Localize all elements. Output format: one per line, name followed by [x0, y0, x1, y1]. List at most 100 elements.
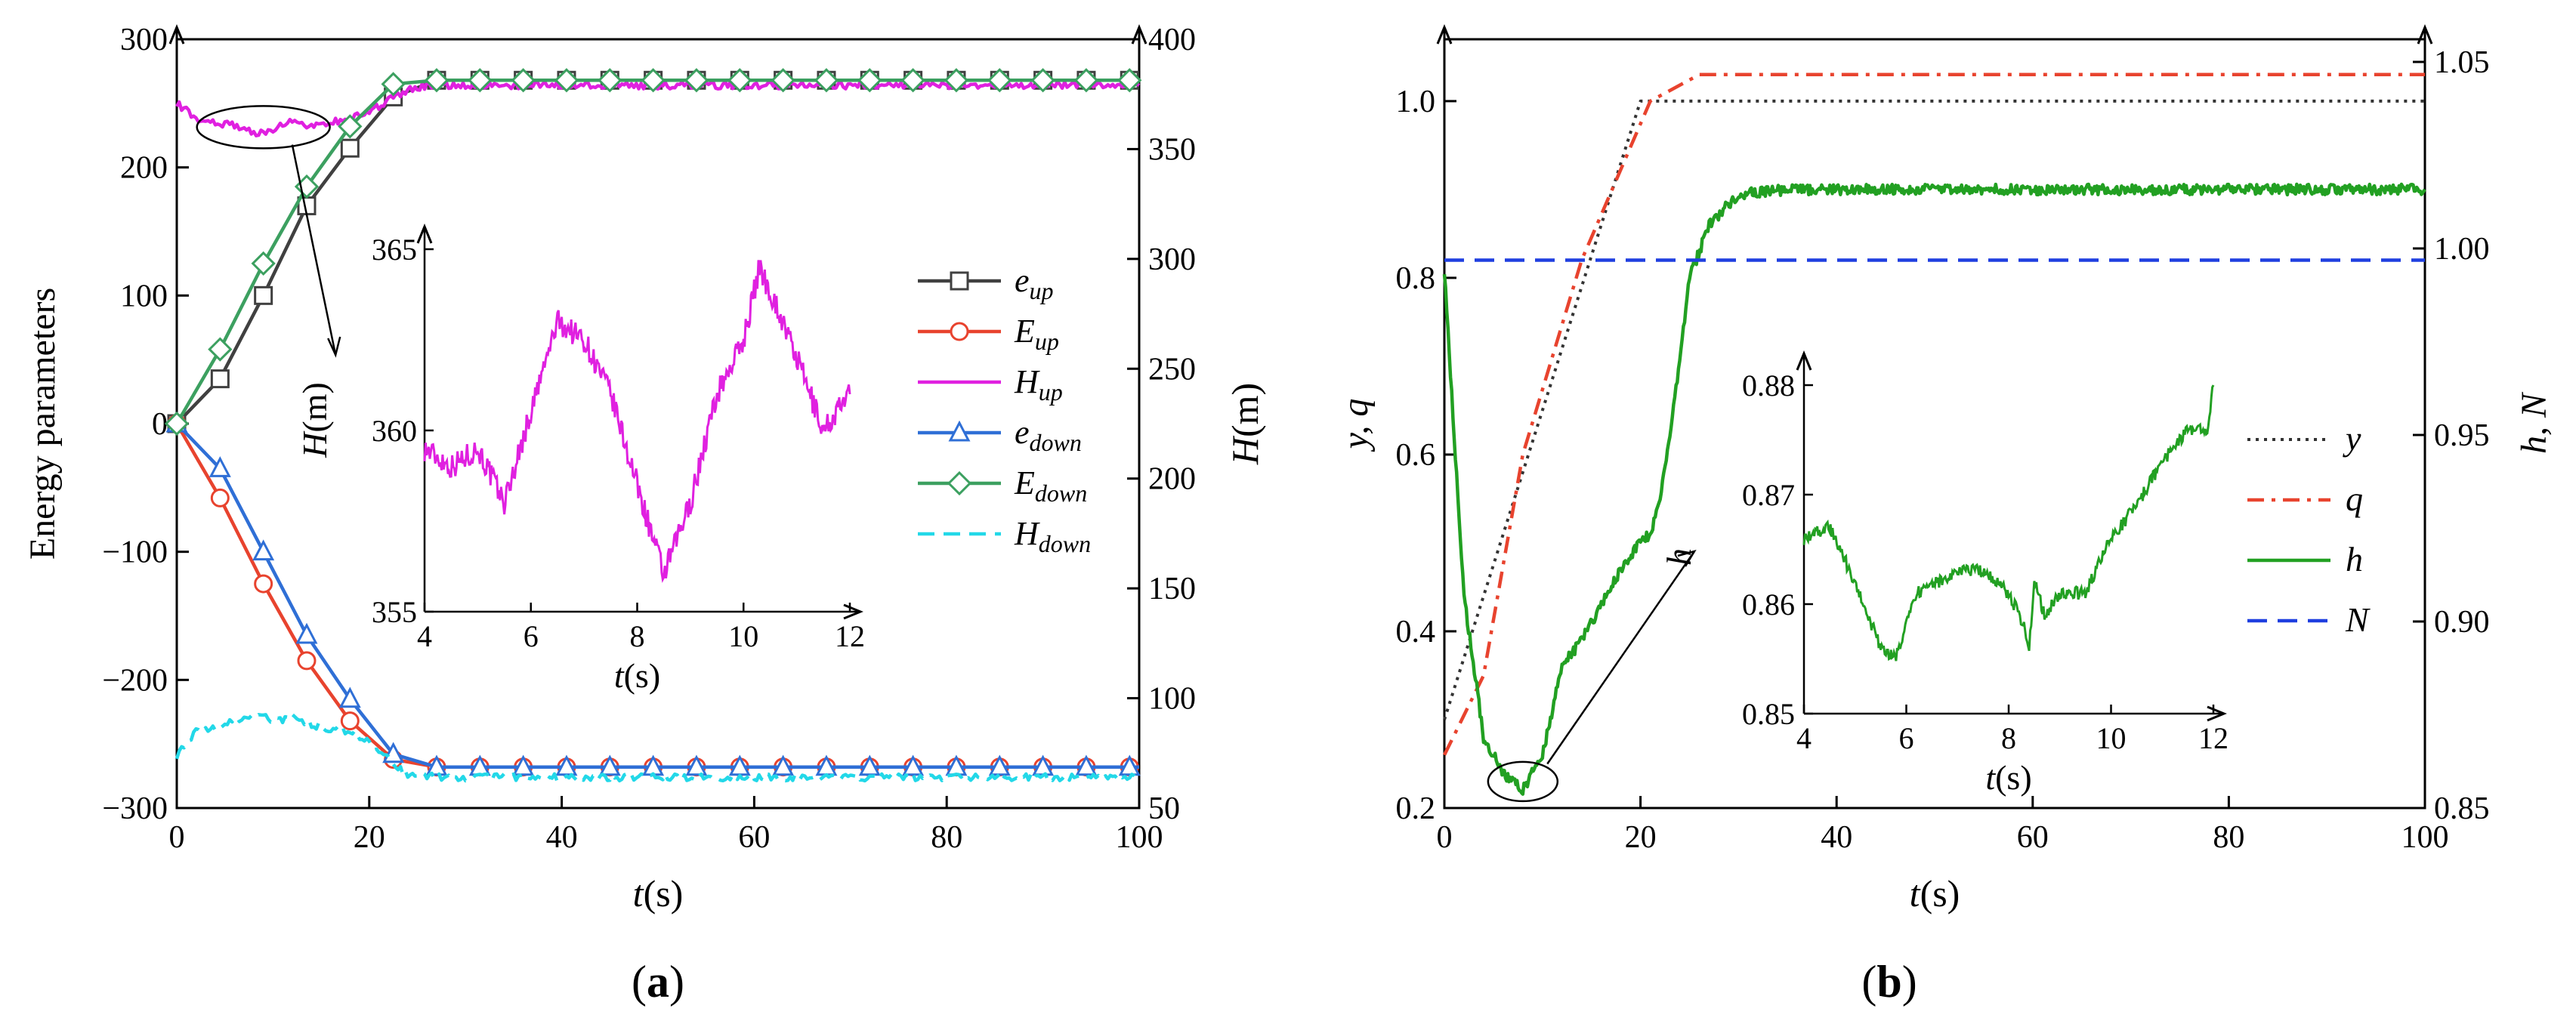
panel-a-y-right-tick-label: 50: [1148, 791, 1180, 826]
panel-a-legend: eup Eup Hup edown Edown Hdown: [918, 262, 1091, 557]
panel-b: 0 20 40 60 80 100 0.2 0.4 0.6 0.8 1.0 0.85 0.90 0.95 1…: [1336, 24, 2554, 1007]
series-point-e_down: [425, 754, 448, 776]
series-point-E_down: [900, 68, 925, 93]
panel-a-inset-x-tick-label: 12: [835, 619, 865, 653]
legend-marker-e_down: [948, 420, 971, 442]
panel-b-zoom-arrow: [1546, 551, 1696, 765]
panel-a-y-left-tick-label: 0: [152, 407, 168, 442]
legend-label-e_up: eup: [1015, 262, 1054, 304]
panel-a-axes: 0 20 40 60 80 100−300−200−1000100200300501001…: [102, 23, 1196, 855]
legend-label-e_down: edown: [1015, 414, 1082, 456]
panel-b-inset-x-tick-label: 10: [2096, 721, 2127, 755]
panel-a-x-tick-label: 60: [738, 820, 770, 855]
panel-a-y-right-tick-label: 300: [1148, 242, 1196, 277]
panel-a-inset-line: [423, 260, 851, 584]
panel-a: 0 20 40 60 80 100−300−200−1000100200300501001…: [23, 23, 1266, 1007]
series-point-E_down: [164, 411, 190, 436]
panel-b-y-axis-right-label: h, N: [2514, 391, 2554, 454]
series-point-E_down: [468, 68, 493, 93]
panel-a-y-left-tick-label: 200: [120, 151, 168, 186]
series-point-E_down: [727, 68, 752, 93]
series-point-e_down: [512, 754, 535, 776]
series-point-e_down: [208, 456, 231, 477]
series-point-E_down: [598, 68, 622, 93]
panel-a-inset-y-tick-label: 365: [372, 233, 417, 267]
panel-b-y-left-tick-label: 1.0: [1396, 85, 1436, 119]
panel-b-x-tick-label: 100: [2401, 820, 2449, 855]
panel-a-zoom-ellipse: [196, 105, 331, 150]
panel-b-zoom-arrowhead: [1677, 549, 1697, 567]
panel-a-y-right-tick-label: 250: [1148, 352, 1196, 387]
panel-b-inset-background: [1804, 355, 2213, 714]
panel-a-y-right-tick-label: 200: [1148, 462, 1196, 497]
legend-label-H_up: Hup: [1014, 363, 1063, 406]
panel-b-inset-x-tick-label: 6: [1899, 721, 1914, 755]
panel-a-x-tick-label: 80: [931, 820, 962, 855]
panel-b-inset-x-label: t(s): [1985, 758, 2031, 797]
panel-b-y-right-tick-label: 0.85: [2434, 791, 2490, 826]
series-point-e_down: [685, 754, 708, 776]
panel-a-y-left-tick-label: 300: [120, 23, 168, 57]
series-line-H_up: [175, 80, 1141, 137]
panel-b-x-tick-label: 80: [2213, 820, 2244, 855]
legend-label-E_up: Eup: [1014, 313, 1059, 355]
legend-label-H_down: Hdown: [1014, 515, 1091, 557]
panel-a-y-right-tick-label: 400: [1148, 23, 1196, 57]
series-point-e_down: [1118, 754, 1141, 776]
panel-a-label: (a): [632, 957, 684, 1007]
legend-label-q: q: [2346, 480, 2363, 518]
panel-a-inset-background: [425, 228, 850, 612]
legend-label-E_down: Edown: [1014, 464, 1087, 507]
panel-a-series: [164, 68, 1142, 783]
panel-b-series: [1442, 72, 2426, 803]
series-point-E_down: [987, 68, 1012, 93]
series-point-e_down: [252, 539, 275, 561]
panel-a-x-axis-label: t(s): [633, 872, 684, 915]
panel-b-x-tick-label: 60: [2017, 820, 2049, 855]
series-line-y: [1443, 99, 2425, 720]
panel-b-y-left-tick-label: 0.6: [1396, 438, 1436, 473]
panel-a-x-tick-label: 20: [354, 820, 385, 855]
panel-a-y-right-tick-label: 100: [1148, 682, 1196, 717]
series-point-E_down: [1030, 68, 1055, 93]
series-point-E_up: [297, 651, 317, 671]
panel-b-inset-y-label: h: [1660, 548, 1698, 566]
panel-a-y-left-tick-label: −200: [102, 663, 168, 698]
legend-label-N: N: [2345, 600, 2371, 639]
panel-b-inset-line: [1802, 384, 2215, 662]
panel-b-inset-y-tick-label: 0.87: [1742, 478, 1795, 512]
panel-b-y-right-tick-label: 0.95: [2434, 418, 2490, 453]
panel-b-y-right-tick-label: 0.90: [2434, 605, 2490, 640]
panel-b-zoom-ellipse: [1487, 760, 1559, 803]
series-point-e_up: [340, 138, 360, 158]
series-line-h: [1442, 182, 2426, 796]
panel-a-inset-x-label: t(s): [614, 656, 660, 695]
panel-b-x-tick-label: 0: [1437, 820, 1453, 855]
series-point-E_down: [424, 68, 449, 93]
series-point-e_down: [295, 622, 318, 644]
panel-b-y-right-tick-label: 1.00: [2434, 232, 2490, 267]
panel-b-inset-y-arrow: [1796, 350, 1812, 371]
panel-a-y-right-tick-label: 350: [1148, 132, 1196, 167]
panel-a-y-left-tick-label: −100: [102, 535, 168, 570]
panel-b-y-left-tick-label: 0.4: [1396, 615, 1436, 649]
series-point-e_down: [338, 686, 361, 708]
panel-a-inset-y-tick-label: 360: [372, 414, 417, 448]
panel-a-y-axis-left-label: Energy parameters: [23, 288, 63, 560]
series-point-e_down: [988, 754, 1011, 776]
series-point-e_down: [598, 754, 621, 776]
series-point-E_down: [338, 114, 363, 139]
panel-b-x-axis-label: t(s): [1910, 872, 1960, 915]
series-point-E_down: [1073, 68, 1099, 93]
series-point-E_down: [944, 68, 969, 93]
panel-a-x-tick-label: 0: [169, 820, 185, 855]
panel-b-y-right-tick-label: 1.05: [2434, 45, 2490, 80]
panel-b-plot-frame: [1443, 38, 2426, 810]
series-point-e_down: [1075, 754, 1098, 776]
panel-b-y-left-tick-label: 0.2: [1396, 791, 1436, 826]
series-point-E_down: [554, 68, 579, 93]
series-point-E_down: [857, 68, 882, 93]
panel-b-inset-x-tick-label: 12: [2198, 721, 2229, 755]
